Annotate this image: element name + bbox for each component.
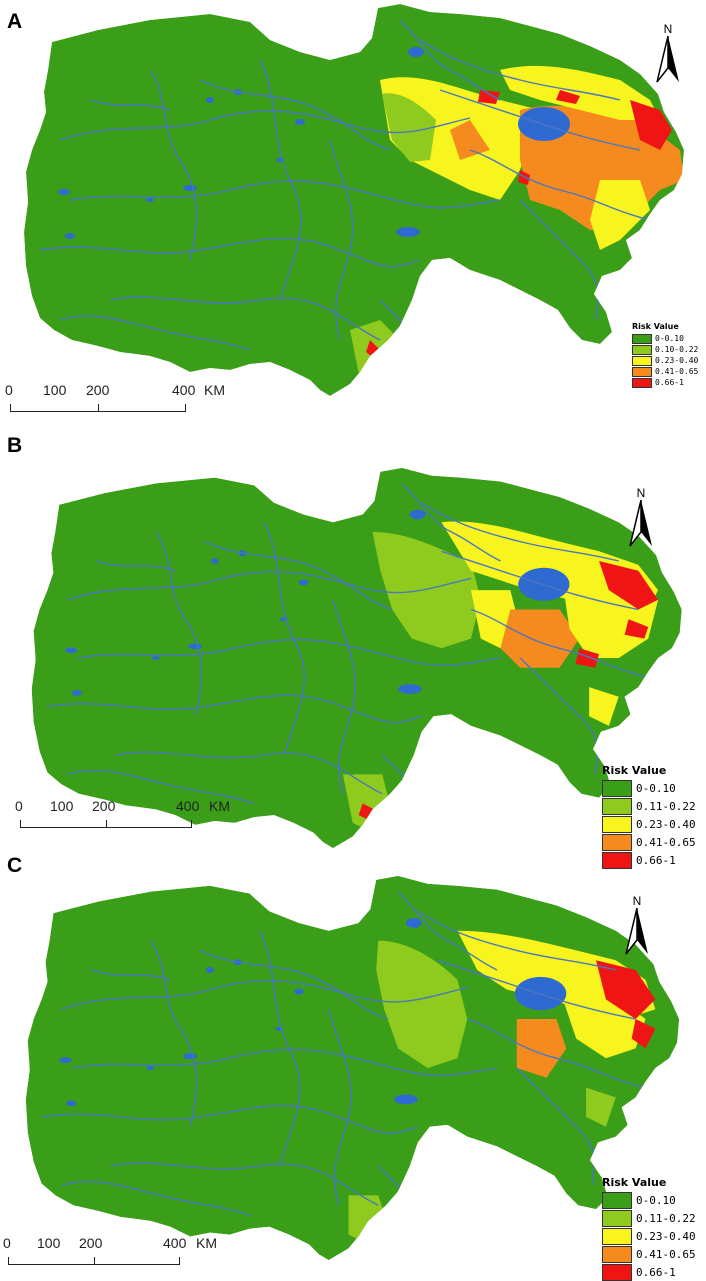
legend-label: 0.66-1 bbox=[636, 853, 676, 867]
scale-tick bbox=[94, 1257, 95, 1265]
scale-label-200: 200 bbox=[86, 382, 110, 398]
risk-map-a bbox=[0, 0, 706, 420]
legend: Risk Value 0-0.10 0.10-0.22 0.23-0.40 0.… bbox=[632, 322, 698, 388]
legend-swatch-1 bbox=[602, 797, 632, 815]
legend-swatch-3 bbox=[632, 366, 652, 377]
legend-title: Risk Value bbox=[602, 1176, 667, 1189]
scale-label-0: 0 bbox=[3, 1235, 11, 1251]
risk-map-b bbox=[0, 430, 706, 850]
legend-item: 0.66-1 bbox=[602, 1263, 696, 1281]
scale-tick bbox=[8, 1257, 9, 1265]
legend-item: 0-0.10 bbox=[632, 333, 698, 344]
legend-item: 0.41-0.65 bbox=[602, 833, 696, 851]
north-arrow-shape bbox=[629, 499, 652, 547]
legend-label: 0-0.10 bbox=[655, 334, 684, 343]
legend-item: 0.66-1 bbox=[632, 377, 698, 388]
legend-swatch-2 bbox=[632, 355, 652, 366]
legend-item: 0.41-0.65 bbox=[632, 366, 698, 377]
north-arrow-shape bbox=[625, 907, 648, 955]
legend-item: 0.23-0.40 bbox=[602, 1227, 696, 1245]
legend-item: 0.23-0.40 bbox=[602, 815, 696, 833]
legend-label: 0.23-0.40 bbox=[636, 1229, 696, 1243]
legend-label: 0.41-0.65 bbox=[636, 1247, 696, 1261]
scale-label-400: 400 bbox=[163, 1235, 187, 1251]
legend-swatch-4 bbox=[632, 377, 652, 388]
scale-tick bbox=[98, 404, 99, 412]
legend-title: Risk Value bbox=[632, 322, 679, 331]
legend-label: 0.23-0.40 bbox=[636, 817, 696, 831]
scale-tick bbox=[106, 820, 107, 828]
panel-label: C bbox=[7, 854, 23, 877]
scale-tick bbox=[191, 820, 192, 828]
map-panel-b: B N Risk Value 0-0.10 0.11-0.22 0.23-0.4… bbox=[0, 430, 706, 869]
scale-label-400: 400 bbox=[172, 382, 196, 398]
scale-tick bbox=[20, 820, 21, 828]
legend-item: 0-0.10 bbox=[602, 779, 696, 797]
scale-label-200: 200 bbox=[79, 1235, 103, 1251]
legend-label: 0.23-0.40 bbox=[655, 356, 699, 365]
scale-tick bbox=[179, 1257, 180, 1265]
legend-label: 0.11-0.22 bbox=[636, 1211, 696, 1225]
map-panel-a: A N Risk Value 0-0.10 0.10-0.22 0.23-0.4… bbox=[0, 0, 706, 420]
panel-label: A bbox=[7, 10, 23, 33]
legend-swatch-3 bbox=[602, 1245, 632, 1263]
legend-label: 0.66-1 bbox=[655, 378, 684, 387]
legend-label: 0-0.10 bbox=[636, 781, 676, 795]
legend-item: 0.23-0.40 bbox=[632, 355, 698, 366]
scale-label-100: 100 bbox=[37, 1235, 61, 1251]
scale-unit: KM bbox=[196, 1235, 217, 1251]
scale-label-200: 200 bbox=[92, 798, 116, 814]
legend-swatch-1 bbox=[632, 344, 652, 355]
panel-label: B bbox=[7, 434, 23, 457]
legend-item: 0.66-1 bbox=[602, 851, 696, 869]
legend-swatch-3 bbox=[602, 833, 632, 851]
legend: Risk Value 0-0.10 0.11-0.22 0.23-0.40 0.… bbox=[602, 764, 696, 869]
legend-title: Risk Value bbox=[602, 764, 667, 777]
scale-label-100: 100 bbox=[43, 382, 67, 398]
legend-label: 0.41-0.65 bbox=[655, 367, 699, 376]
scale-label-100: 100 bbox=[50, 798, 74, 814]
legend-swatch-4 bbox=[602, 1263, 632, 1281]
legend-item: 0.11-0.22 bbox=[602, 797, 696, 815]
legend-label: 0.10-0.22 bbox=[655, 345, 699, 354]
legend-swatch-4 bbox=[602, 851, 632, 869]
legend: Risk Value 0-0.10 0.11-0.22 0.23-0.40 0.… bbox=[602, 1176, 696, 1281]
legend-swatch-2 bbox=[602, 1227, 632, 1245]
legend-label: 0.41-0.65 bbox=[636, 835, 696, 849]
legend-swatch-0 bbox=[602, 779, 632, 797]
scale-unit: KM bbox=[209, 798, 230, 814]
scale-unit: KM bbox=[204, 382, 225, 398]
scale-tick bbox=[185, 404, 186, 412]
legend-item: 0.10-0.22 bbox=[632, 344, 698, 355]
map-panel-c: C N Risk Value 0-0.10 0.11-0.22 0.23-0.4… bbox=[0, 850, 706, 1281]
scale-tick bbox=[10, 404, 11, 412]
legend-swatch-0 bbox=[602, 1191, 632, 1209]
risk-map-c bbox=[0, 850, 706, 1270]
legend-item: 0.11-0.22 bbox=[602, 1209, 696, 1227]
legend-label: 0-0.10 bbox=[636, 1193, 676, 1207]
legend-label: 0.11-0.22 bbox=[636, 799, 696, 813]
legend-item: 0.41-0.65 bbox=[602, 1245, 696, 1263]
legend-item: 0-0.10 bbox=[602, 1191, 696, 1209]
legend-label: 0.66-1 bbox=[636, 1265, 676, 1279]
scale-label-0: 0 bbox=[15, 798, 23, 814]
legend-swatch-2 bbox=[602, 815, 632, 833]
legend-swatch-0 bbox=[632, 333, 652, 344]
north-arrow-shape bbox=[656, 35, 679, 83]
scale-label-400: 400 bbox=[176, 798, 200, 814]
scale-label-0: 0 bbox=[5, 382, 13, 398]
legend-swatch-1 bbox=[602, 1209, 632, 1227]
